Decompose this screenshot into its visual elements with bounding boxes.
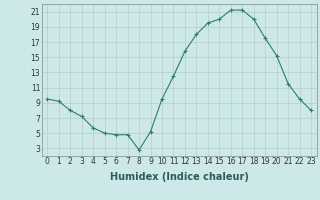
X-axis label: Humidex (Indice chaleur): Humidex (Indice chaleur) bbox=[110, 172, 249, 182]
